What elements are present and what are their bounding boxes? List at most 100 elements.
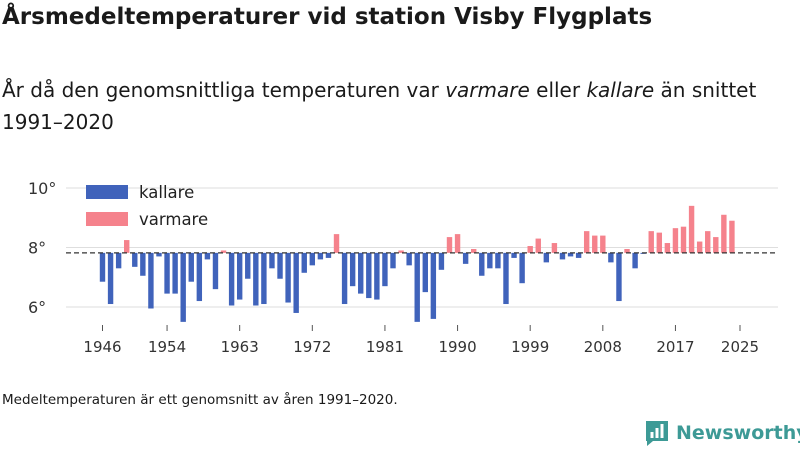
bar-1997 <box>511 252 517 258</box>
newsworthy-logo-icon <box>646 421 668 446</box>
legend-label-varmare: varmare <box>139 210 208 229</box>
bar-1996 <box>503 252 509 305</box>
bar-1980 <box>374 252 380 300</box>
bar-1986 <box>422 252 428 293</box>
subtitle-text-2: eller <box>529 78 587 102</box>
subtitle-warm-word: varmare <box>445 78 530 102</box>
newsworthy-logo-text: Newsworthy <box>676 422 800 444</box>
subtitle-text-3: än snittet 1991–2020 <box>2 78 757 134</box>
bar-2017 <box>672 228 679 253</box>
bar-2018 <box>680 226 687 253</box>
y-axis: 6° 8° 10° <box>28 179 56 317</box>
bar-1995 <box>495 252 501 269</box>
bar-2003 <box>559 252 566 260</box>
bar-2023 <box>721 214 727 253</box>
bar-2016 <box>664 243 671 253</box>
bar-1972 <box>309 252 316 266</box>
bar-1983 <box>398 250 404 253</box>
bar-2004 <box>567 252 574 257</box>
x-tick-label: 1972 <box>293 338 331 356</box>
chart-subtitle: År då den genomsnittliga temperaturen va… <box>2 74 782 138</box>
bar-2024 <box>729 220 735 253</box>
newsworthy-logo: Newsworthy <box>644 419 800 447</box>
bar-1959 <box>204 252 211 260</box>
subtitle-cold-word: kallare <box>586 78 655 102</box>
bar-1999 <box>527 246 533 253</box>
bar-1964 <box>245 252 251 279</box>
bars <box>99 205 735 322</box>
x-tick-label: 1999 <box>511 338 549 356</box>
y-tick-label: 10° <box>28 179 56 198</box>
bar-1987 <box>430 252 437 319</box>
bar-2001 <box>543 252 550 263</box>
y-tick-label: 6° <box>28 298 46 317</box>
bar-2019 <box>688 205 695 253</box>
bar-1979 <box>366 252 372 299</box>
bar-1966 <box>261 252 267 305</box>
bar-2000 <box>535 238 541 253</box>
legend-swatch-kallare <box>86 185 128 199</box>
x-tick-label: 2025 <box>721 338 759 356</box>
x-tick-label: 1954 <box>148 338 186 356</box>
x-tick-label: 1990 <box>438 338 476 356</box>
bar-1950 <box>132 252 138 267</box>
x-tick-label: 1946 <box>83 338 121 356</box>
bar-1982 <box>390 252 396 269</box>
bar-1954 <box>164 252 170 294</box>
footnote: Medeltemperaturen är ett genomsnitt av å… <box>2 392 398 408</box>
legend: kallare varmare <box>86 183 208 229</box>
bar-1956 <box>180 252 186 322</box>
bar-2007 <box>592 235 598 253</box>
bar-2020 <box>696 241 703 253</box>
bar-1953 <box>156 252 162 257</box>
bar-1984 <box>406 252 412 266</box>
bar-2021 <box>705 231 711 253</box>
bar-1994 <box>487 252 493 269</box>
bar-1963 <box>236 252 243 300</box>
subtitle-text-1: År då den genomsnittliga temperaturen va… <box>2 78 446 102</box>
bar-1957 <box>188 252 194 282</box>
x-tick-label: 1963 <box>221 338 259 356</box>
bar-1975 <box>333 234 340 253</box>
bar-2015 <box>656 232 663 253</box>
bar-1985 <box>414 252 420 322</box>
bar-1947 <box>107 252 114 305</box>
bar-2010 <box>616 252 622 302</box>
bar-1955 <box>172 252 178 294</box>
bar-1992 <box>471 248 477 253</box>
y-tick-label: 8° <box>28 239 46 258</box>
bar-1989 <box>446 237 453 253</box>
bar-1968 <box>277 252 283 279</box>
x-axis: 1946 1954 1963 1972 1981 1990 1999 2008 2017 2025 <box>83 325 759 356</box>
x-tick-label: 2017 <box>656 338 694 356</box>
bar-1969 <box>285 252 291 303</box>
bar-1970 <box>293 252 299 313</box>
bar-1948 <box>115 252 122 269</box>
bar-1978 <box>358 252 364 294</box>
bar-1977 <box>349 252 356 287</box>
bar-1990 <box>454 234 461 253</box>
bar-1946 <box>99 252 106 282</box>
bar-1949 <box>124 240 130 253</box>
bar-2002 <box>551 243 558 253</box>
bar-1974 <box>325 252 332 258</box>
bar-2005 <box>575 252 582 258</box>
bar-1952 <box>148 252 154 309</box>
bar-2022 <box>713 237 719 253</box>
bar-1976 <box>341 252 348 305</box>
temperature-bar-chart: 6° 8° 10° 1946 1954 1963 1972 1981 1990 1999 2008… <box>28 179 778 356</box>
bar-1958 <box>196 252 203 302</box>
legend-label-kallare: kallare <box>139 183 194 202</box>
bar-2008 <box>600 235 606 253</box>
bar-1981 <box>382 252 388 287</box>
bar-1967 <box>269 252 275 269</box>
x-tick-label: 1981 <box>366 338 404 356</box>
bar-1993 <box>479 252 485 276</box>
bar-1965 <box>253 252 259 306</box>
bar-1998 <box>519 252 525 284</box>
bar-2014 <box>648 231 654 253</box>
bar-1971 <box>301 252 307 273</box>
bar-1988 <box>438 252 445 270</box>
bar-2009 <box>608 252 614 263</box>
bar-1961 <box>220 250 227 253</box>
